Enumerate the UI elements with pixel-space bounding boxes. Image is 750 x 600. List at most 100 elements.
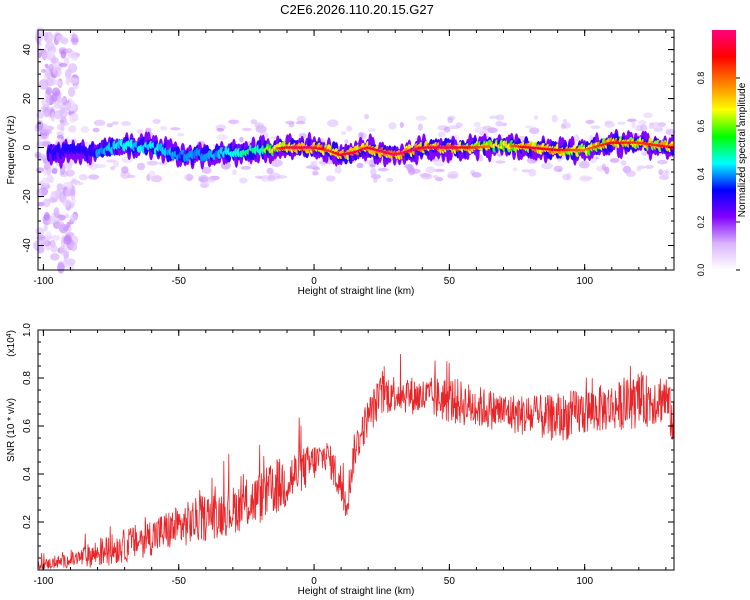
- y-tick-label: 0.8: [22, 371, 33, 385]
- colorbar-tick-label: 0.6: [696, 120, 706, 133]
- snr-scale-suffix: ): [6, 330, 17, 333]
- spectrogram-heatmap: [33, 26, 676, 274]
- spectrogram-noise: [626, 118, 637, 123]
- spectrogram-noise: [620, 160, 627, 166]
- spectrogram-noise: [43, 224, 48, 232]
- spectrogram-noise: [170, 127, 181, 131]
- x-tick-label: 50: [444, 276, 456, 287]
- spectrogram-noise: [373, 178, 378, 183]
- spectrogram-noise: [512, 167, 518, 172]
- spectrogram-noise: [369, 164, 376, 168]
- spectrogram-noise: [502, 122, 507, 127]
- x-tick-label: -50: [172, 576, 187, 587]
- spectrogram-noise: [68, 77, 79, 84]
- snr-scale-label: (x104): [6, 330, 18, 357]
- spectrogram-noise: [562, 118, 567, 123]
- y-tick-label: 0.6: [22, 419, 33, 433]
- spectrogram-noise: [57, 262, 65, 274]
- spectrogram-noise: [80, 125, 90, 133]
- spectrogram-noise: [51, 234, 61, 241]
- spectrogram-noise: [434, 168, 445, 173]
- spectrogram-noise: [63, 235, 72, 245]
- spectrogram-noise: [67, 86, 76, 98]
- spectrogram-noise: [541, 162, 553, 170]
- spectrogram-noise: [48, 63, 54, 73]
- spectrogram-noise: [35, 227, 45, 236]
- spectrogram-noise: [658, 169, 663, 176]
- colorbar: 0.0 0.2 0.4 0.6 0.8 Normalized spectral ampl…: [696, 30, 748, 276]
- spectrogram-noise: [644, 164, 654, 169]
- spectrogram-noise: [250, 119, 258, 125]
- spectrogram-noise: [495, 120, 504, 127]
- spectrogram-noise: [447, 116, 454, 124]
- spectrogram-noise: [228, 119, 240, 125]
- spectrogram-noise: [53, 103, 61, 109]
- spectrogram-noise: [58, 63, 68, 68]
- spectrogram-noise: [136, 128, 144, 134]
- spectrogram-noise: [48, 50, 56, 57]
- spectrogram-noise: [295, 121, 306, 125]
- spectrogram-noise: [478, 154, 484, 162]
- spectrogram-noise: [232, 169, 237, 176]
- spectrogram-noise: [562, 173, 571, 181]
- spectrogram-noise: [529, 127, 540, 135]
- spectrogram-noise: [276, 175, 288, 179]
- spectrogram-noise: [112, 160, 119, 168]
- spectrogram-noise: [65, 102, 71, 111]
- spectrogram-noise: [92, 127, 100, 133]
- spectrogram-noise: [83, 141, 91, 147]
- spectrogram-noise: [70, 38, 79, 43]
- spectrogram-x-label: Height of straight line (km): [298, 286, 415, 297]
- spectrogram-noise: [241, 127, 252, 132]
- spectrogram-noise: [53, 66, 62, 77]
- spectrogram-noise: [358, 131, 364, 140]
- spectrogram-noise: [45, 86, 53, 96]
- spectrogram-noise: [524, 125, 533, 129]
- spectrogram-noise: [121, 166, 129, 174]
- spectrogram-noise: [152, 118, 161, 124]
- spectrogram-noise: [447, 174, 459, 179]
- spectrogram-noise: [59, 119, 65, 124]
- snr-x-label: Height of straight line (km): [298, 586, 415, 597]
- snr-series-line: [37, 353, 675, 570]
- spectrogram-noise: [55, 34, 65, 43]
- spectrogram-noise: [325, 175, 336, 182]
- spectrogram-noise: [642, 112, 653, 119]
- spectrogram-noise: [296, 115, 307, 123]
- spectrogram-noise: [254, 122, 264, 129]
- spectrogram-panel: -100 -50 0 50 100 -40 -20 0 20 40 Height of stra…: [6, 26, 676, 297]
- spectrogram-noise: [377, 167, 389, 172]
- spectrogram-noise: [266, 167, 274, 175]
- spectrogram-noise: [37, 201, 45, 207]
- spectrogram-noise: [344, 139, 349, 144]
- spectrogram-noise: [59, 107, 68, 119]
- spectrogram-noise: [560, 123, 567, 130]
- spectrogram-noise: [455, 122, 463, 128]
- y-tick-label: -20: [22, 189, 33, 204]
- spectrogram-noise: [578, 160, 590, 169]
- snr-panel: -100 -50 0 50 100 0.2 0.4 0.6 0.8 1.0 Height of …: [6, 323, 675, 597]
- spectrogram-noise: [65, 258, 76, 266]
- spectrogram-noise: [50, 111, 56, 122]
- spectrogram-noise: [356, 162, 364, 169]
- spectrogram-noise: [270, 159, 283, 167]
- spectrogram-noise: [370, 167, 377, 176]
- spectrogram-noise: [417, 123, 423, 131]
- spectrogram-noise: [63, 57, 70, 66]
- spectrogram-noise: [642, 152, 647, 156]
- spectrogram-noise: [71, 184, 76, 196]
- spectrogram-noise: [40, 68, 46, 73]
- spectrogram-noise: [443, 126, 451, 133]
- spectrogram-noise: [665, 128, 676, 136]
- spectrogram-noise: [438, 131, 446, 138]
- spectrogram-noise: [625, 170, 636, 177]
- spectrogram-noise: [41, 98, 51, 108]
- spectrogram-noise: [45, 41, 55, 51]
- y-tick-label: 0.2: [22, 515, 33, 529]
- spectrogram-noise: [73, 181, 84, 186]
- spectrogram-noise: [62, 198, 71, 208]
- spectrogram-noise: [50, 253, 60, 261]
- colorbar-tick-label: 0.0: [696, 264, 706, 277]
- spectrogram-noise: [216, 134, 228, 141]
- x-tick-label: -50: [172, 276, 187, 287]
